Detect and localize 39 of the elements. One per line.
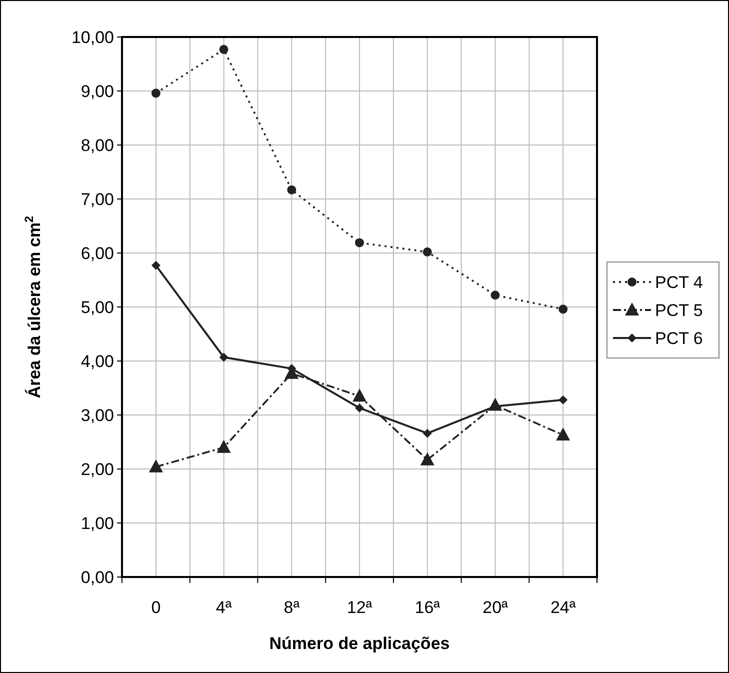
point (556, 427, 570, 440)
point (287, 185, 296, 194)
y-tick-label: 9,00 (80, 82, 114, 101)
x-tick-label: 12ª (346, 598, 373, 617)
y-tick-label: 10,00 (71, 28, 114, 47)
point (422, 428, 432, 438)
y-tick-label: 4,00 (80, 352, 114, 371)
x-axis-title: Número de aplicações (269, 634, 450, 653)
x-tick-label: 16ª (414, 598, 441, 617)
legend-label: PCT 4 (655, 272, 703, 292)
x-tick-label: 8ª (284, 598, 300, 617)
point (148, 459, 163, 472)
point (216, 440, 231, 453)
x-tick-label: 20ª (482, 598, 509, 617)
y-tick-label: 0,00 (80, 568, 114, 587)
point (219, 352, 228, 362)
point (151, 88, 160, 98)
legend-label: PCT 6 (655, 328, 703, 348)
y-tick-label: 7,00 (80, 190, 114, 209)
x-tick-label: 24ª (550, 598, 576, 617)
y-tick-label: 3,00 (80, 406, 114, 425)
point (420, 452, 434, 466)
y-tick-label: 1,00 (80, 514, 114, 533)
point (558, 395, 568, 404)
y-tick-label: 6,00 (80, 244, 114, 263)
point (490, 290, 500, 300)
point (355, 403, 364, 412)
x-tick-label: 4ª (216, 598, 232, 617)
point (355, 238, 364, 248)
x-tick-label: 0 (151, 598, 161, 617)
y-tick-label: 8,00 (80, 136, 114, 155)
point (352, 388, 366, 402)
y-tick-label: 2,00 (80, 460, 114, 479)
point (219, 44, 228, 54)
point (151, 260, 160, 270)
legend-label: PCT 5 (655, 300, 703, 320)
point (558, 304, 568, 314)
point (422, 247, 432, 256)
y-tick-label: 5,00 (80, 298, 114, 317)
